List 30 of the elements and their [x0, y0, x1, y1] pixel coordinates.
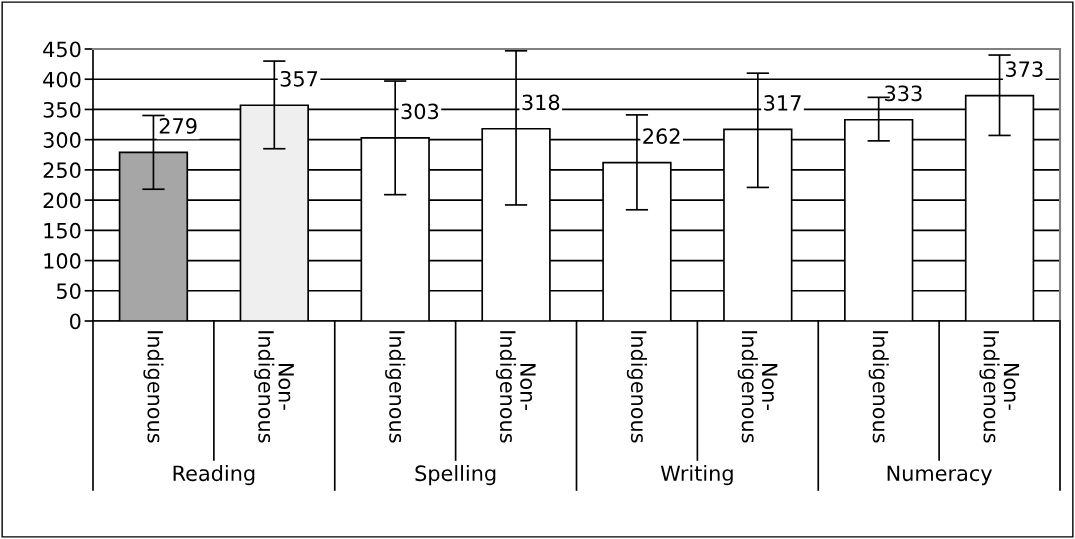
data-label: 317 — [764, 95, 801, 111]
data-label: 318 — [522, 94, 560, 111]
y-tick-label: 350 — [43, 101, 81, 118]
data-label: 373 — [1005, 61, 1043, 77]
y-tick-label: 400 — [43, 71, 81, 88]
y-tick-label: 450 — [43, 41, 81, 58]
text: Numeracy — [887, 465, 993, 486]
text: Reading — [173, 465, 255, 486]
y-tick-label: 250 — [43, 162, 81, 179]
data-label: 303 — [401, 103, 439, 120]
y-tick-label: 300 — [43, 132, 81, 148]
x-tick-label: Indigenous — [385, 331, 406, 443]
x-tick-label: Indigenous — [143, 331, 164, 443]
text: Writing — [660, 465, 733, 486]
x-tick-label: Non-Indigenous — [495, 331, 536, 443]
data-label: 262 — [643, 128, 680, 145]
x-tick-label: Indigenous — [626, 331, 648, 443]
data-label: 333 — [885, 85, 922, 102]
y-tick-label: 50 — [56, 283, 81, 299]
data-label: 357 — [280, 70, 318, 87]
y-tick-label: 150 — [44, 222, 81, 239]
y-tick-label: 100 — [44, 253, 81, 269]
x-tick-label: Indigenous — [868, 331, 889, 443]
text: Spelling — [415, 465, 496, 486]
x-tick-label: Non-Indigenous — [737, 331, 778, 443]
data-label: 279 — [159, 118, 197, 134]
x-tick-label: Non-Indigenous — [254, 331, 294, 443]
x-tick-label: Non-Indigenous — [979, 331, 1020, 443]
y-tick-label: 0 — [70, 313, 81, 330]
y-tick-label: 200 — [43, 192, 81, 209]
